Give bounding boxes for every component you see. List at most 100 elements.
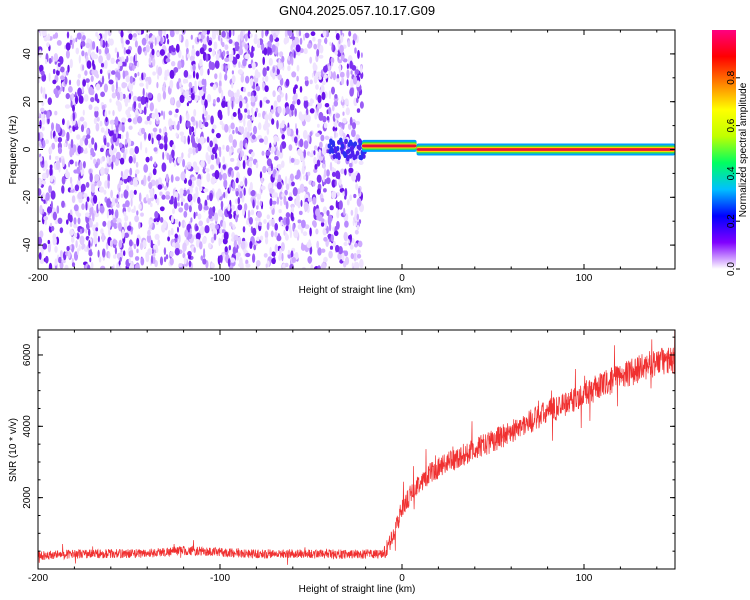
spectrogram-noise-blob [93, 158, 97, 165]
spectrogram-noise-blob [46, 110, 51, 119]
spectrogram-noise-blob [293, 229, 299, 239]
spectrogram-noise-blob [85, 42, 91, 49]
spectrogram-noise-blob [198, 220, 203, 227]
spectrogram-noise-blob [100, 62, 105, 68]
snr-ytick-label: 6000 [22, 343, 33, 366]
spectrogram-noise-blob [38, 188, 42, 196]
spectrogram-noise-blob [115, 131, 118, 139]
spectrogram-noise-blob [82, 161, 86, 169]
spectrogram-noise-blob [153, 130, 157, 139]
spectrogram-noise-blob [244, 113, 247, 119]
spectrogram-noise-blob [159, 191, 163, 196]
spectrogram-noise-blob [71, 262, 76, 267]
spectrogram-noise-blob [195, 146, 199, 154]
spectrogram-noise-blob [165, 191, 170, 196]
spectrogram-noise-blob [277, 106, 282, 114]
spectrogram-noise-blob [264, 113, 269, 121]
spectrogram-noise-blob [191, 134, 195, 144]
spectrogram-xtick-label: -200 [28, 273, 48, 284]
spectrogram-noise-blob [86, 60, 92, 69]
spectrogram-noise-blob [122, 203, 126, 209]
spectrogram-noise-blob [152, 71, 156, 76]
spectrogram-noise-blob [128, 176, 132, 182]
spectrogram-noise-blob [316, 188, 321, 195]
spectrogram-noise-blob [357, 49, 360, 59]
spectrogram-noise-blob [208, 60, 213, 70]
spectrogram-noise-blob [97, 235, 100, 243]
spectrogram-noise-blob [355, 134, 360, 139]
spectrogram-noise-blob [148, 30, 151, 33]
spectrogram-noise-blob [108, 72, 111, 80]
spectrogram-noise-blob [356, 213, 359, 221]
spectrogram-noise-blob [202, 258, 207, 265]
spectrogram-noise-blob [349, 244, 354, 250]
spectrogram-noise-blob [114, 209, 119, 219]
spectrogram-noise-blob [192, 146, 195, 156]
spectrogram-noise-blob [220, 37, 223, 46]
spectrogram-noise-blob [322, 206, 328, 214]
spectrogram-noise-blob [145, 253, 150, 263]
spectrogram-noise-blob [127, 118, 132, 123]
spectrogram-noise-blob [169, 79, 174, 89]
spectrogram-noise-blob [39, 258, 45, 265]
spectrogram-noise-blob [250, 189, 256, 197]
spectrogram-noise-blob [80, 124, 85, 133]
spectrogram-noise-blob [249, 33, 253, 38]
spectrogram-noise-blob [177, 60, 182, 70]
spectrogram-noise-blob [165, 173, 169, 183]
spectrogram-noise-blob [114, 47, 118, 54]
spectrogram-noise-blob [294, 158, 300, 166]
spectrogram-noise-blob [317, 123, 320, 128]
spectrogram-noise-blob [312, 196, 317, 205]
spectrogram-noise-blob [140, 95, 146, 105]
spectrogram-noise-blob [335, 200, 338, 209]
spectrogram-noise-blob [85, 181, 90, 188]
spectrogram-noise-blob [151, 137, 154, 145]
spectrogram-noise-blob [323, 74, 328, 79]
spectrogram-noise-blob [285, 92, 288, 102]
spectrogram-ytick-label: 20 [22, 96, 33, 108]
spectrogram-noise-blob [235, 207, 239, 217]
spectrogram-noise-blob [232, 112, 237, 117]
spectrogram-noise-blob [210, 236, 215, 244]
spectrogram-noise-blob [276, 68, 280, 76]
spectrogram-noise-blob [348, 234, 352, 240]
spectrogram-noise-blob [74, 95, 79, 105]
spectrogram-noise-blob [224, 73, 228, 81]
spectrogram-noise-blob [242, 160, 246, 170]
spectrogram-noise-blob [106, 209, 109, 219]
spectrogram-noise-blob [93, 194, 98, 204]
spectrogram-noise-blob [215, 132, 221, 139]
spectrogram-noise-blob [49, 222, 53, 227]
spectrogram-noise-blob [57, 62, 61, 67]
spectrogram-noise-blob [120, 35, 124, 44]
spectrogram-noise-blob [221, 229, 226, 234]
spectrogram-noise-blob [353, 136, 357, 142]
spectrogram-noise-blob [312, 62, 317, 71]
spectrogram-noise-blob [320, 221, 325, 227]
spectrogram-noise-blob [303, 201, 309, 212]
spectrogram-noise-blob [295, 123, 297, 131]
spectrogram-noise-blob [255, 205, 259, 210]
spectrogram-noise-blob [222, 50, 226, 57]
spectrogram-noise-blob [122, 93, 126, 99]
spectrogram-noise-blob [149, 188, 154, 199]
spectrogram-noise-blob [285, 216, 290, 226]
spectrogram-noise-blob [60, 75, 65, 81]
spectrogram-noise-blob [122, 151, 127, 160]
spectrogram-noise-blob [188, 204, 192, 213]
spectrogram-noise-blob [195, 225, 199, 231]
spectrogram-noise-blob [184, 90, 189, 99]
spectrogram-noise-blob [307, 42, 312, 49]
spectrogram-noise-blob [199, 136, 205, 145]
spectrogram-noise-blob [56, 40, 62, 46]
spectrogram-noise-blob [252, 227, 257, 236]
spectrogram-noise-blob [73, 169, 79, 174]
spectrogram-noise-blob [295, 128, 299, 136]
spectrogram-noise-blob [110, 57, 115, 64]
spectrogram-noise-blob [188, 260, 192, 268]
colorbar-ticks: 0.0 0.2 0.4 0.6 0.8 [726, 70, 740, 276]
spectrogram-noise-blob [195, 232, 201, 240]
spectrogram-noise-blob [203, 248, 206, 257]
spectrogram-noise-blob [342, 191, 345, 196]
